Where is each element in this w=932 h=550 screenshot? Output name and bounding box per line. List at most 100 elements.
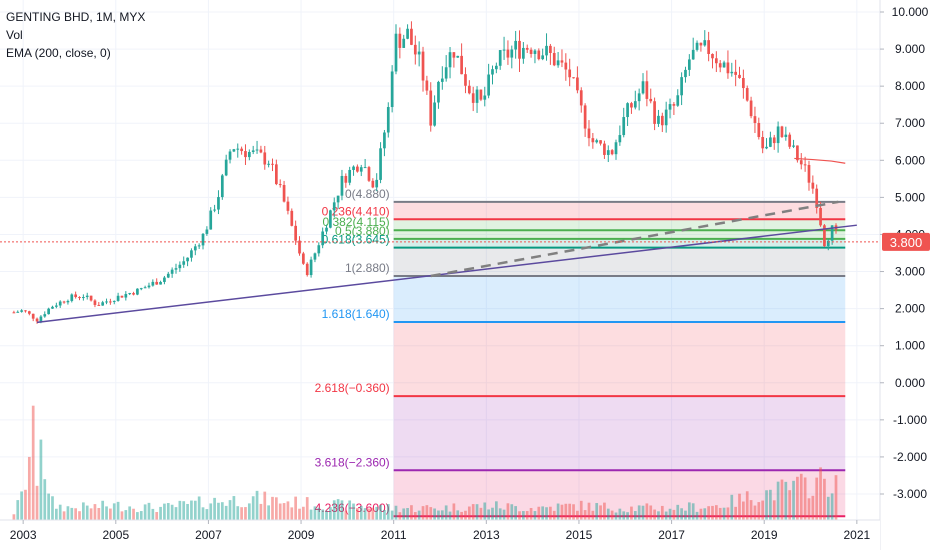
legend-symbol[interactable]: GENTING BHD, 1M, MYX: [6, 10, 146, 24]
volume-bar: [309, 509, 313, 520]
candle-body: [244, 151, 247, 158]
candle-body: [811, 182, 815, 189]
volume-bar: [645, 503, 649, 520]
volume-bar: [329, 507, 332, 520]
candle-body: [143, 287, 147, 289]
volume-bar: [89, 508, 93, 520]
volume-bar: [834, 475, 838, 520]
candle-body: [456, 55, 460, 58]
candle-body: [275, 164, 278, 185]
candle-body: [649, 98, 653, 102]
candle-body: [614, 142, 618, 155]
volume-bar: [460, 511, 463, 520]
candle-body: [495, 65, 498, 70]
candle-body: [109, 301, 112, 303]
volume-bar: [622, 511, 626, 520]
candle-body: [703, 40, 707, 46]
volume-bar: [174, 507, 178, 520]
volume-bar: [143, 504, 147, 520]
volume-bar: [429, 507, 433, 520]
volume-bar: [796, 476, 799, 520]
volume-bar: [263, 491, 267, 520]
candle-body: [340, 175, 344, 196]
legend-ema[interactable]: EMA (200, close, 0): [6, 46, 111, 60]
candle-body: [498, 50, 502, 66]
volume-bar: [699, 508, 703, 520]
volume-bar: [726, 507, 730, 520]
volume-bar: [687, 502, 691, 520]
volume-bar: [116, 501, 120, 520]
volume-bar: [375, 506, 379, 520]
candle-body: [815, 188, 819, 208]
volume-bar: [495, 501, 498, 520]
volume-bar: [591, 510, 595, 520]
volume-bar: [823, 478, 826, 520]
volume-bar: [278, 503, 282, 520]
fib-level-label: 0(4.880): [345, 187, 390, 201]
volume-bar: [491, 507, 494, 520]
candle-body: [545, 45, 548, 56]
y-tick-label: 1.000: [895, 339, 925, 353]
ema-line: [794, 157, 846, 164]
candle-body: [830, 225, 834, 241]
candle-body: [39, 316, 43, 322]
candle-body: [402, 38, 406, 48]
candle-body: [282, 185, 286, 202]
x-tick-label: 2007: [195, 528, 222, 542]
volume-bar: [807, 498, 811, 520]
volume-bar: [568, 503, 572, 520]
y-tick-label: -3.000: [893, 487, 927, 501]
candle-body: [220, 175, 224, 198]
volume-bar: [410, 505, 413, 520]
volume-bar: [186, 503, 189, 520]
candle-body: [440, 78, 444, 82]
candle-body: [348, 169, 352, 183]
candle-body: [290, 210, 294, 226]
volume-bar: [390, 510, 394, 520]
candle-body: [85, 295, 89, 298]
candle-body: [332, 202, 336, 211]
x-tick-label: 2021: [843, 528, 870, 542]
volume-bar: [433, 508, 436, 520]
volume-bar: [170, 504, 174, 520]
volume-bar: [695, 511, 699, 520]
volume-bar: [193, 500, 197, 520]
volume-bar: [660, 505, 664, 520]
candle-body: [645, 81, 649, 99]
volume-bar: [556, 503, 560, 520]
candle-body: [780, 126, 784, 138]
candle-body: [765, 146, 768, 149]
volume-bar: [703, 508, 707, 520]
volume-bar: [549, 506, 552, 520]
volume-bar: [417, 510, 421, 520]
volume-bar: [483, 502, 487, 520]
candle-body: [93, 300, 97, 305]
volume-bar: [151, 508, 155, 520]
legend-volume[interactable]: Vol: [6, 28, 23, 42]
price-axis-bg: [880, 0, 932, 550]
volume-bar: [259, 503, 263, 520]
volume-bar: [811, 495, 815, 520]
candle-body: [74, 294, 77, 298]
volume-bar: [82, 502, 85, 520]
y-tick-label: 7.000: [895, 116, 925, 130]
candle-body: [564, 62, 568, 70]
volume-bar: [325, 510, 328, 520]
x-tick-label: 2013: [473, 528, 500, 542]
volume-bar: [819, 467, 822, 520]
candle-body: [560, 60, 564, 63]
volume-bar: [271, 496, 274, 520]
volume-bar: [707, 506, 710, 520]
candle-body: [201, 233, 205, 246]
volume-bar: [20, 491, 23, 520]
volume-bar: [101, 500, 105, 520]
volume-bar: [302, 506, 305, 520]
candle-body: [425, 80, 429, 91]
candle-body: [20, 310, 23, 312]
candle-body: [259, 149, 263, 153]
volume-bar: [39, 439, 43, 520]
candle-body: [726, 62, 730, 74]
candle-body: [718, 63, 722, 68]
fibonacci-extension: 0(4.880) 0.236(4.410)0.382(4.115)0.5(3.88…: [315, 187, 846, 518]
